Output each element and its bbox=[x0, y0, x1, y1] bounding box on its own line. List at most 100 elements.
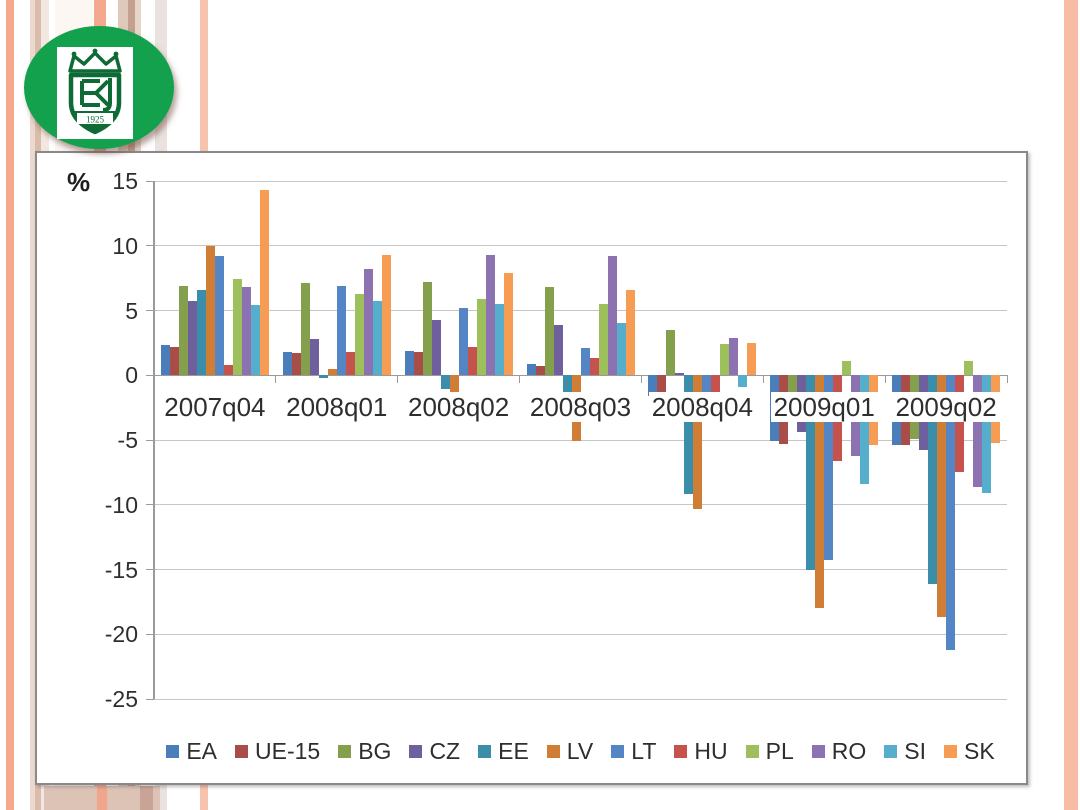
category-label-text: 2009q02 bbox=[892, 392, 1000, 423]
bar-SI-2008q04 bbox=[738, 375, 748, 387]
bar-PL-2008q03 bbox=[598, 304, 608, 376]
y-axis-tick bbox=[146, 633, 154, 635]
bar-HU-2007q04 bbox=[223, 364, 233, 376]
bar-EA-2007q04 bbox=[160, 345, 170, 376]
bar-LT-2008q03 bbox=[580, 348, 590, 376]
zero-gridline bbox=[154, 374, 1007, 376]
bar-BG-2008q02 bbox=[422, 282, 432, 376]
bar-PL-2007q04 bbox=[232, 279, 242, 376]
background-stripe bbox=[97, 786, 107, 810]
bar-BG-2008q03 bbox=[544, 287, 554, 376]
y-axis-tick bbox=[146, 439, 154, 441]
background-stripe bbox=[30, 0, 35, 810]
gridline bbox=[154, 633, 1007, 635]
y-axis-tick bbox=[146, 698, 154, 700]
y-tick-label: 10 bbox=[112, 232, 138, 259]
bar-UE-15-2007q04 bbox=[169, 346, 179, 376]
legend-swatch-icon bbox=[478, 745, 492, 758]
legend-swatch-icon bbox=[811, 745, 825, 758]
y-axis-tick bbox=[146, 310, 154, 311]
bar-SK-2007q04 bbox=[259, 190, 269, 376]
legend-swatch-icon bbox=[943, 745, 957, 758]
background-stripe bbox=[1064, 0, 1078, 810]
category-label-2008q01: 2008q01 bbox=[276, 392, 398, 423]
gridline bbox=[154, 569, 1007, 570]
category-label-text: 2007q04 bbox=[161, 392, 269, 423]
bar-LT-2008q02 bbox=[458, 307, 468, 376]
legend-label: UE-15 bbox=[255, 738, 321, 764]
gridline bbox=[154, 504, 1007, 506]
bar-LV-2008q01 bbox=[327, 368, 337, 376]
legend-swatch-icon bbox=[409, 745, 423, 758]
bar-RO-2008q03 bbox=[607, 256, 617, 376]
legend-swatch-icon bbox=[235, 745, 248, 758]
logo-plate: 1925 bbox=[57, 47, 133, 139]
legend-item-LT: LT bbox=[611, 738, 656, 765]
bar-RO-2009q02 bbox=[973, 375, 983, 487]
bar-PL-2009q02 bbox=[964, 361, 974, 376]
bar-PL-2009q01 bbox=[842, 361, 852, 376]
y-tick-label: -10 bbox=[104, 491, 138, 518]
category-axis-tick bbox=[640, 375, 642, 384]
bar-LV-2007q04 bbox=[205, 245, 215, 376]
category-label-2007q04: 2007q04 bbox=[154, 392, 276, 423]
legend-item-RO: RO bbox=[811, 738, 866, 765]
category-label-2008q04: 2008q04 bbox=[641, 392, 763, 423]
bar-EE-2007q04 bbox=[196, 289, 206, 376]
legend-item-CZ: CZ bbox=[409, 738, 460, 765]
category-label-2008q02: 2008q02 bbox=[398, 392, 520, 423]
bar-BG-2008q04 bbox=[666, 329, 676, 376]
logo-emblem: 1925 bbox=[68, 48, 122, 135]
legend-label: BG bbox=[358, 738, 392, 764]
category-label-2009q02: 2009q02 bbox=[885, 392, 1007, 423]
y-axis-unit-label: % bbox=[67, 167, 91, 197]
category-axis-tick bbox=[762, 375, 764, 384]
bar-HU-2008q03 bbox=[589, 358, 599, 376]
y-tick-label: 5 bbox=[125, 297, 138, 324]
legend-swatch-icon bbox=[546, 745, 560, 758]
legend-item-BG: BG bbox=[338, 738, 391, 765]
y-axis-line bbox=[153, 181, 155, 699]
bar-SI-2008q03 bbox=[616, 323, 626, 376]
bar-EA-2008q01 bbox=[282, 351, 292, 376]
bar-SK-2008q04 bbox=[747, 342, 757, 376]
legend-swatch-icon bbox=[884, 745, 898, 758]
gridline bbox=[154, 698, 1007, 700]
legend-item-EA: EA bbox=[166, 738, 217, 765]
bar-LV-2009q02 bbox=[937, 375, 947, 618]
bar-EA-2008q04 bbox=[648, 375, 658, 396]
bar-BG-2007q04 bbox=[178, 285, 188, 376]
category-axis-tick bbox=[153, 375, 155, 384]
background-stripe bbox=[6, 0, 14, 810]
bar-HU-2008q02 bbox=[467, 346, 477, 376]
legend-label: SK bbox=[963, 738, 995, 764]
legend-label: LV bbox=[566, 738, 594, 764]
bar-LT-2009q01 bbox=[824, 375, 834, 561]
category-axis-tick bbox=[397, 375, 399, 384]
legend-item-UE-15: UE-15 bbox=[235, 738, 320, 765]
legend-swatch-icon bbox=[338, 745, 352, 758]
y-tick-label: -5 bbox=[117, 427, 138, 453]
university-logo: 1925 bbox=[24, 26, 174, 149]
legend-item-EE: EE bbox=[478, 738, 529, 765]
bar-UE-15-2008q03 bbox=[535, 366, 545, 376]
bar-LT-2008q04 bbox=[702, 375, 712, 404]
category-label-text: 2008q02 bbox=[405, 392, 513, 423]
y-axis-tick bbox=[146, 180, 154, 182]
bar-LV-2008q02 bbox=[449, 375, 459, 398]
y-tick-label: -20 bbox=[104, 621, 138, 648]
bar-CZ-2008q04 bbox=[675, 372, 685, 376]
bar-SK-2008q01 bbox=[381, 254, 391, 376]
y-tick-label: -15 bbox=[104, 556, 138, 583]
bar-EE-2009q02 bbox=[928, 375, 938, 584]
bar-EA-2008q03 bbox=[526, 363, 536, 376]
logo-year: 1925 bbox=[86, 115, 105, 125]
legend-item-SI: SI bbox=[884, 738, 926, 765]
bar-LV-2008q04 bbox=[693, 375, 703, 509]
bar-LT-2008q01 bbox=[336, 285, 346, 376]
legend-label: HU bbox=[694, 738, 728, 764]
category-label-text: 2008q01 bbox=[283, 392, 391, 423]
category-label-2009q01: 2009q01 bbox=[763, 392, 885, 423]
bar-RO-2008q04 bbox=[729, 337, 739, 376]
category-axis-tick bbox=[884, 375, 886, 384]
